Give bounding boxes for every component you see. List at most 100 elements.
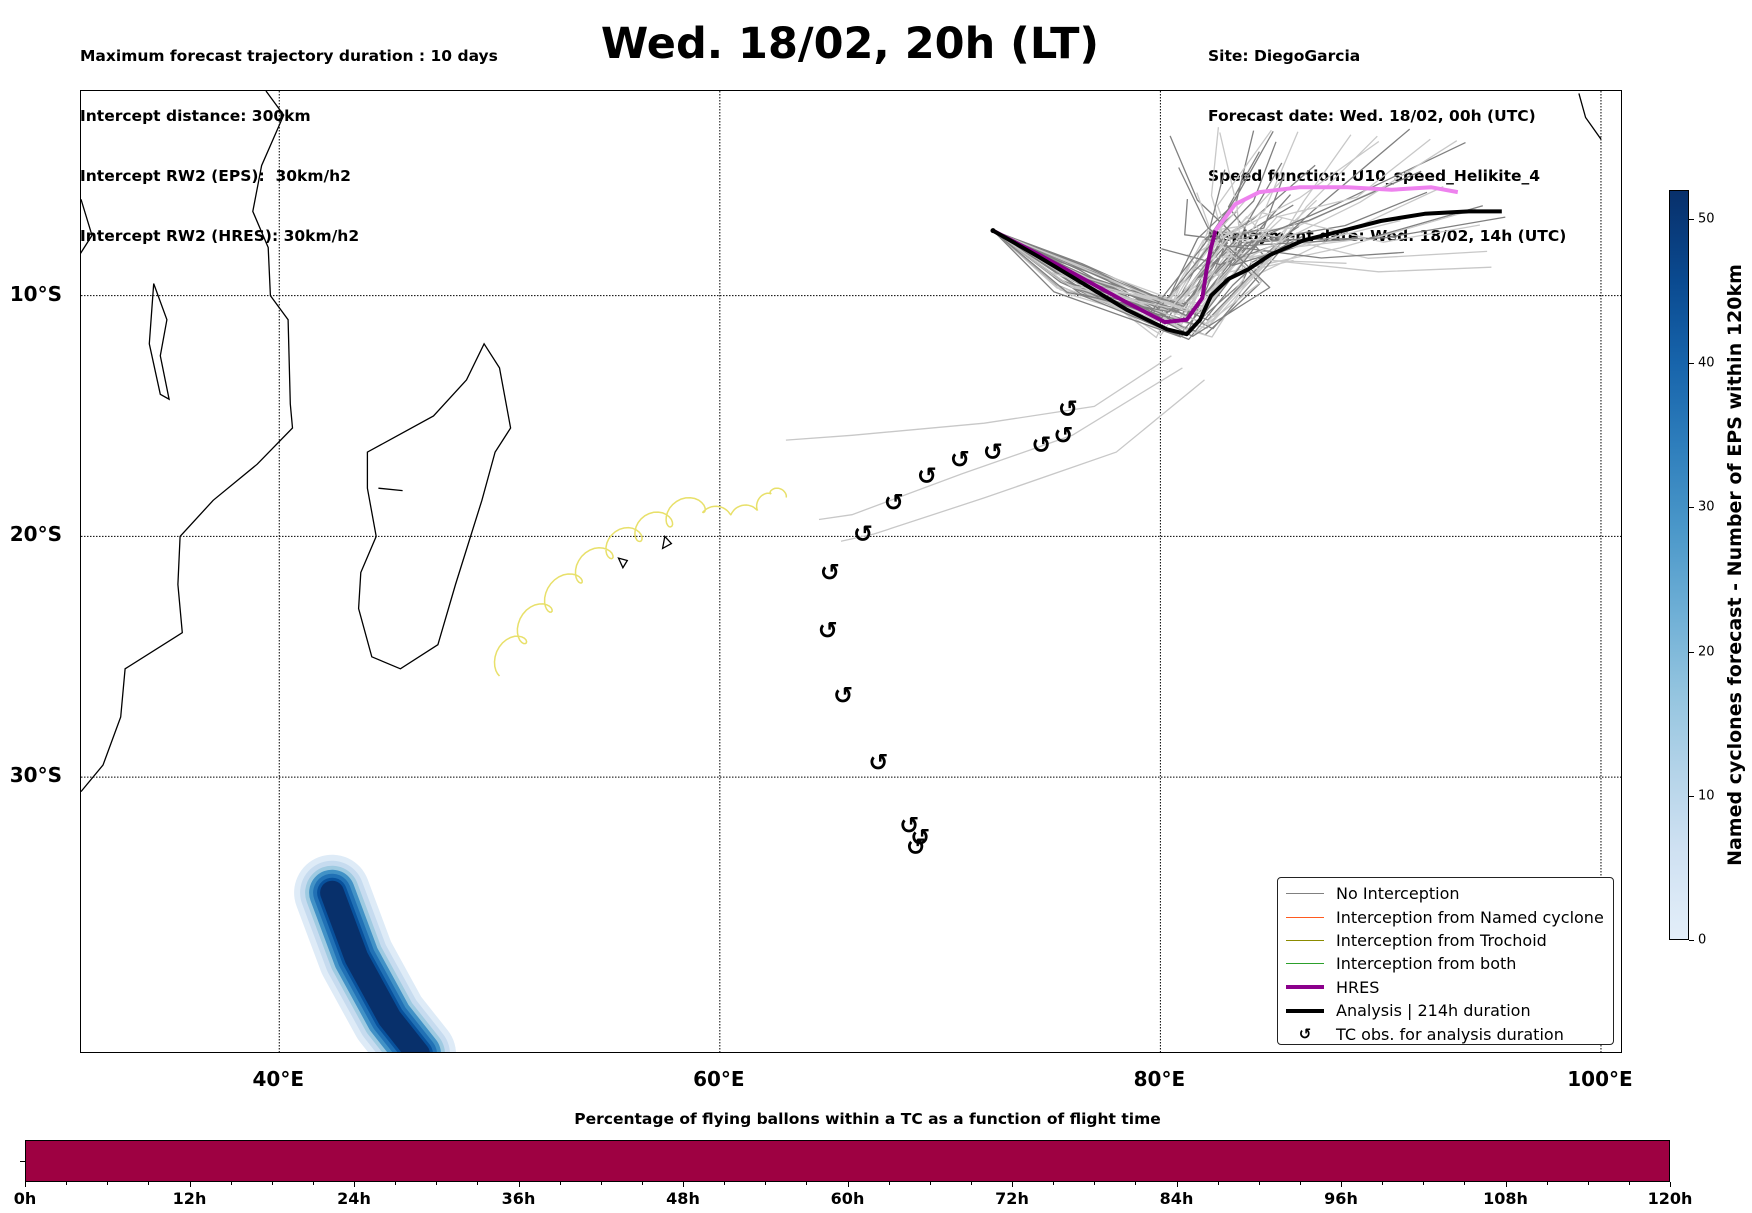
coastline-reunion: [617, 557, 629, 570]
lon-label: 40°E: [252, 1067, 305, 1091]
legend-label: Interception from both: [1336, 954, 1517, 974]
tc-obs-icon: ↺: [1298, 1025, 1312, 1044]
timeline-tick-label: 72h: [995, 1189, 1029, 1208]
eps-trajectory: [992, 162, 1283, 337]
eps-trajectory: [785, 355, 1172, 441]
timeline-tick: [148, 1182, 150, 1185]
colorbar-tick: [1689, 363, 1694, 365]
legend-line-swatch: [1286, 1008, 1324, 1013]
tc-obs-marker: ↺: [983, 438, 1003, 466]
timeline-tick: [1012, 1182, 1013, 1187]
timeline-tick: [929, 1182, 931, 1185]
timeline-tick: [1176, 1182, 1178, 1187]
timeline-tick-label: 36h: [501, 1189, 536, 1208]
launch-site-marker: [990, 228, 996, 234]
eps-trajectory: [992, 194, 1291, 321]
legend-item: Interception from Named cyclone: [1278, 905, 1613, 928]
hres-track-late: [1213, 185, 1459, 232]
timeline-tick: [436, 1182, 438, 1185]
timeline-tick: [230, 1182, 232, 1185]
timeline-tick: [1423, 1182, 1425, 1185]
timeline-tick-label: 108h: [1483, 1189, 1528, 1208]
timeline-tick: [970, 1182, 972, 1185]
legend-line-swatch: [1286, 963, 1324, 965]
colorbar-tick: [1689, 940, 1694, 941]
coastline-mauritius: [661, 534, 673, 550]
legend-label: Interception from Trochoid: [1336, 930, 1547, 950]
timeline-tick: [477, 1182, 479, 1185]
legend-item: Interception from Trochoid: [1278, 929, 1613, 952]
map-legend: No Interception Interception from Named c…: [1277, 877, 1614, 1045]
colorbar-tick-label: 20: [1698, 644, 1715, 660]
timeline-tick: [1505, 1182, 1507, 1187]
tc-obs-marker: ↺: [820, 559, 840, 587]
legend-label: Interception from Named cyclone: [1336, 907, 1604, 927]
timeline-tick-label: 0h: [13, 1189, 37, 1208]
eps-trajectory: [992, 177, 1285, 325]
colorbar-tick: [1689, 795, 1694, 797]
trochoid-track: [493, 487, 788, 677]
timeline-tick: [1299, 1182, 1301, 1185]
timeline-tick: [806, 1182, 808, 1185]
timeline-tick: [518, 1182, 520, 1187]
trajectory-map[interactable]: ↺ ↺ ↺ ↺ ↺ ↺ ↺ ↺ ↺ ↺ ↺ ↺ ↺ ↺ ↺: [80, 90, 1622, 1053]
timeline-bar: [25, 1140, 1670, 1182]
timeline-tick: [1628, 1182, 1630, 1185]
eps-trajectory: [992, 130, 1255, 322]
lat-label: 20°S: [9, 522, 62, 547]
coastline-africa: [81, 91, 294, 793]
colorbar-tick-label: 40: [1698, 355, 1715, 371]
lat-label: 10°S: [9, 281, 62, 306]
timeline-tick: [1053, 1182, 1055, 1185]
legend-line-swatch: [1286, 939, 1324, 941]
timeline-tick-label: 12h: [172, 1189, 207, 1208]
timeline-tick: [724, 1182, 726, 1185]
tc-obs-marker: ↺: [884, 489, 904, 517]
timeline-tick: [189, 1182, 191, 1187]
coastline-sumatra-islands: [1578, 93, 1602, 140]
coastline-madagascar: [357, 342, 512, 670]
lon-label: 60°E: [693, 1067, 745, 1091]
page-title: Wed. 18/02, 20h (LT): [600, 19, 1100, 69]
coastline-detail: [378, 487, 403, 492]
tc-obs-marker: ↺: [917, 462, 937, 490]
timeline-tick-label: 84h: [1159, 1189, 1194, 1208]
lat-label: 30°S: [9, 763, 62, 788]
eps-trajectory: [992, 141, 1277, 310]
timeline-tick: [1094, 1182, 1096, 1185]
lon-label: 80°E: [1133, 1067, 1186, 1091]
tc-obs-marker: ↺: [1031, 431, 1051, 459]
forecast-parameters: Maximum forecast trajectory duration : 1…: [80, 6, 498, 266]
analysis-track: [992, 209, 1502, 337]
tc-obs-marker: ↺: [910, 823, 930, 851]
timeline-tick: [1464, 1182, 1466, 1185]
timeline-tick: [271, 1182, 273, 1185]
legend-item: Analysis | 214h duration: [1278, 999, 1613, 1022]
forecast-date: Forecast date: Wed. 18/02, 00h (UTC): [1208, 107, 1536, 125]
legend-item: No Interception: [1278, 882, 1613, 905]
tc-obs-marker: ↺: [818, 616, 838, 644]
map-canvas: ↺↺↺↺↺↺↺↺↺↺↺↺↺↺↺: [81, 91, 1621, 1052]
coastline-lake-malawi: [148, 283, 171, 401]
legend-label: TC obs. for analysis duration: [1336, 1024, 1564, 1044]
colorbar-tick-label: 0: [1698, 932, 1707, 948]
colorbar: [1669, 190, 1689, 940]
timeline-tick-label: 48h: [666, 1189, 700, 1208]
timeline-tick: [1217, 1182, 1219, 1185]
legend-label: HRES: [1336, 977, 1380, 997]
param-intercept-distance: Intercept distance: 300km: [80, 107, 311, 125]
legend-item: ↺ TC obs. for analysis duration: [1278, 1022, 1613, 1045]
legend-item: HRES: [1278, 976, 1613, 999]
colorbar-title: Named cyclones forecast - Number of EPS …: [1724, 264, 1746, 866]
site-name: Site: DiegoGarcia: [1208, 47, 1361, 65]
legend-label: Analysis | 214h duration: [1336, 1001, 1531, 1021]
legend-label: No Interception: [1336, 884, 1460, 904]
tc-obs-marker: ↺: [868, 749, 888, 777]
eps-density-layer: [320, 880, 430, 1052]
timeline-tick: [641, 1182, 643, 1185]
timeline-tick: [1341, 1182, 1342, 1187]
timeline-tick: [354, 1182, 355, 1187]
timeline-tick: [312, 1182, 314, 1185]
coastline-lake-tanganyika: [81, 199, 93, 254]
timeline-tick: [1670, 1182, 1671, 1187]
